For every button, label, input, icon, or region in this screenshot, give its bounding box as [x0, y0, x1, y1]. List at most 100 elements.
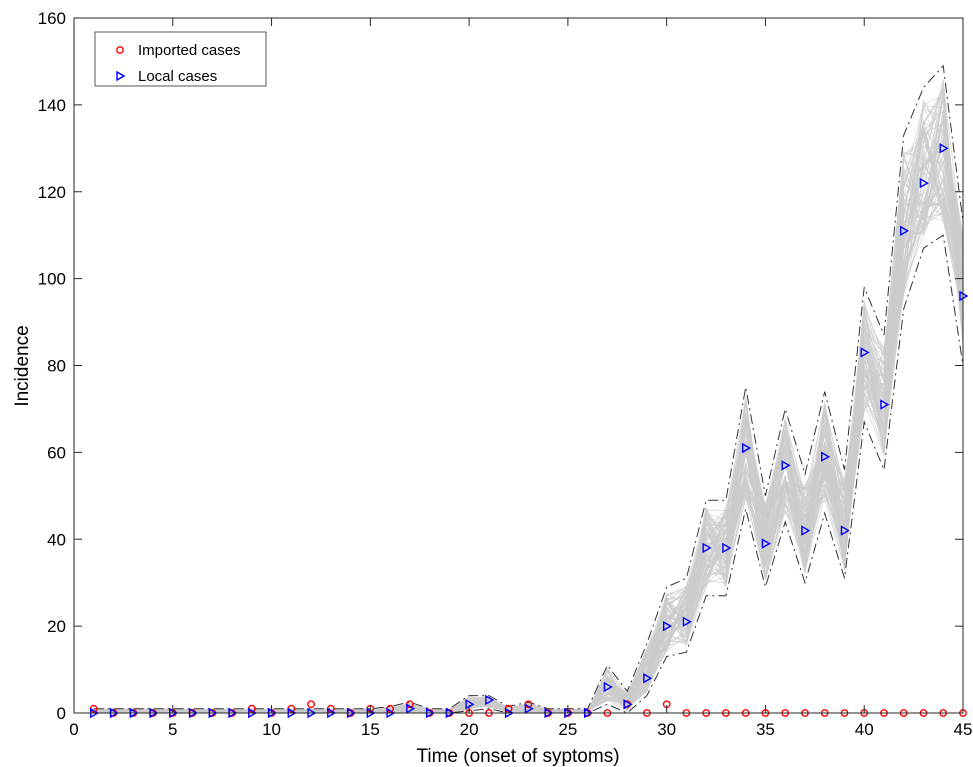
- local-case-point: [860, 347, 870, 358]
- x-tick-label: 20: [460, 720, 479, 739]
- upper-bound-line: [93, 64, 964, 710]
- local-case-point: [485, 694, 495, 706]
- simulation-trajectory: [93, 171, 964, 713]
- local-case-point: [741, 442, 752, 454]
- y-tick-label: 140: [38, 96, 66, 115]
- local-case-point: [761, 538, 771, 549]
- simulation-trajectory: [93, 80, 964, 714]
- imported-case-point: [307, 700, 315, 709]
- simulation-trajectory: [93, 146, 964, 714]
- simulation-trajectory: [93, 118, 964, 714]
- simulation-trajectory: [93, 79, 964, 714]
- simulation-trajectory: [93, 212, 964, 714]
- simulation-trajectory: [93, 145, 964, 713]
- local-case-point: [880, 399, 890, 410]
- simulation-trajectory: [93, 174, 964, 714]
- legend-local-marker: [116, 70, 126, 82]
- simulation-trajectory: [93, 138, 964, 714]
- simulation-trajectory: [93, 159, 964, 714]
- simulation-trajectory: [93, 160, 964, 713]
- simulation-trajectory: [93, 99, 964, 714]
- local-case-point: [900, 225, 910, 237]
- legend: Imported cases Local cases: [94, 31, 267, 87]
- simulation-trajectory: [93, 141, 964, 714]
- simulation-trajectories: [93, 79, 964, 714]
- y-tick-label: 160: [38, 9, 66, 28]
- simulation-trajectory: [93, 116, 964, 713]
- simulation-trajectory: [93, 108, 964, 714]
- simulation-trajectory: [93, 96, 964, 714]
- y-tick-label: 60: [47, 443, 66, 462]
- x-tick-label: 40: [855, 720, 874, 739]
- simulation-trajectory: [93, 138, 964, 713]
- simulation-trajectory: [93, 112, 964, 713]
- x-tick-label: 15: [361, 720, 380, 739]
- simulation-trajectory: [93, 141, 964, 713]
- simulation-trajectory: [93, 121, 964, 714]
- x-tick-label: 30: [657, 720, 676, 739]
- local-case-point: [919, 177, 929, 189]
- simulation-trajectory: [93, 150, 964, 714]
- simulation-trajectory: [93, 119, 964, 713]
- y-tick-label: 0: [57, 704, 66, 723]
- y-tick-label: 20: [47, 617, 66, 636]
- local-case-point: [603, 681, 613, 693]
- simulation-trajectory: [93, 109, 964, 714]
- simulation-trajectory: [93, 132, 964, 713]
- y-tick-label: 80: [47, 357, 66, 376]
- x-tick-label: 45: [954, 720, 973, 739]
- simulation-trajectory: [93, 157, 964, 714]
- local-case-point: [524, 703, 534, 714]
- simulation-trajectory: [93, 105, 964, 713]
- x-tick-label: 10: [262, 720, 281, 739]
- local-case-point: [623, 699, 633, 710]
- local-case-point: [781, 460, 791, 471]
- simulation-trajectory: [93, 90, 964, 714]
- local-case-point: [821, 451, 831, 462]
- y-tick-label: 120: [38, 183, 66, 202]
- simulation-trajectory: [93, 93, 964, 714]
- local-cases-series: [90, 143, 969, 719]
- simulation-trajectory: [93, 127, 964, 714]
- simulation-trajectory: [93, 112, 964, 713]
- simulation-trajectory: [93, 201, 964, 714]
- simulation-trajectory: [93, 152, 964, 714]
- simulation-trajectory: [93, 174, 964, 714]
- simulation-trajectory: [93, 159, 964, 713]
- legend-imported-label: Imported cases: [138, 42, 241, 59]
- simulation-trajectory: [93, 123, 964, 713]
- simulation-trajectory: [93, 100, 964, 714]
- simulation-trajectory: [93, 131, 964, 714]
- simulation-trajectory: [93, 89, 964, 713]
- simulation-trajectory: [93, 150, 964, 713]
- local-case-point: [840, 525, 850, 536]
- local-case-point: [939, 143, 949, 154]
- simulation-trajectory: [93, 86, 964, 714]
- x-tick-label: 35: [756, 720, 775, 739]
- x-tick-label: 5: [168, 720, 177, 739]
- simulation-trajectory: [93, 118, 964, 713]
- simulation-trajectory: [93, 94, 964, 714]
- simulation-trajectory: [93, 138, 964, 713]
- axes: 0 5 10 15 20 25 30 35 40 45 0 20 40 60 80 100 120 140 160: [38, 9, 973, 739]
- simulation-trajectory: [93, 103, 964, 714]
- simulation-trajectory: [93, 84, 964, 714]
- simulation-trajectory: [93, 137, 964, 714]
- simulation-trajectory: [93, 90, 964, 714]
- simulation-trajectory: [93, 93, 964, 714]
- simulation-trajectory: [93, 121, 964, 714]
- x-axis-title: Time (onset of syptoms): [416, 746, 619, 767]
- simulation-trajectory: [93, 100, 964, 714]
- simulation-trajectory: [93, 130, 964, 713]
- legend-imported-marker: [116, 46, 124, 54]
- simulation-trajectory: [93, 97, 964, 714]
- simulation-trajectory: [93, 129, 964, 713]
- simulation-trajectory: [93, 126, 964, 714]
- simulation-trajectory: [93, 149, 964, 713]
- y-tick-label: 40: [47, 530, 66, 549]
- local-case-point: [662, 620, 673, 632]
- local-case-point: [801, 525, 811, 536]
- simulation-trajectory: [93, 86, 964, 714]
- confidence-band-lines: [93, 64, 964, 714]
